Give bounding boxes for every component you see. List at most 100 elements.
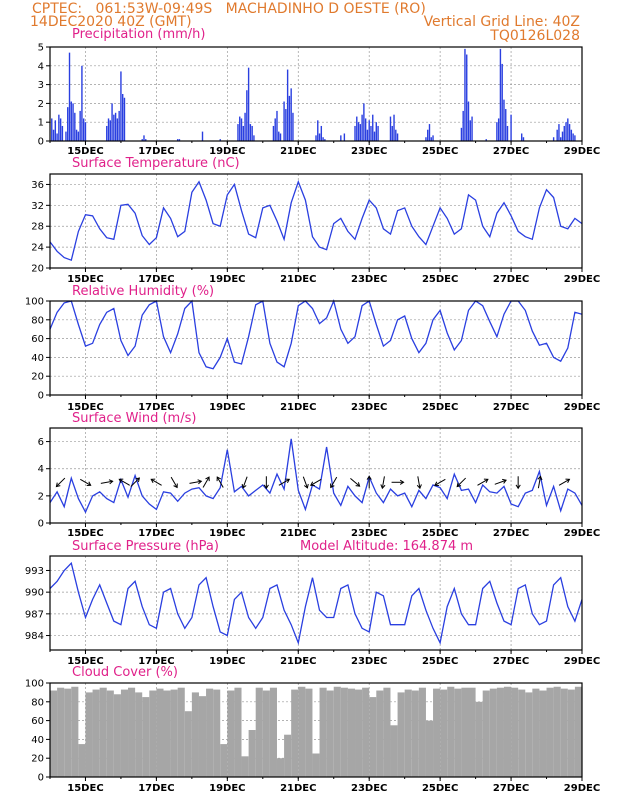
y-tick-label: 60 (31, 716, 44, 727)
wind-vector (263, 476, 269, 490)
bar (370, 125, 372, 141)
panel-title: Surface Wind (m/s) (72, 411, 196, 426)
bar (239, 116, 241, 141)
bar (198, 696, 207, 777)
bar (390, 725, 398, 777)
x-tick-label: 19DEC (209, 656, 245, 667)
bar (317, 120, 319, 141)
bar (219, 139, 221, 141)
bar (286, 69, 289, 141)
wind-vector-head (355, 482, 361, 487)
y-tick-label: 993 (25, 566, 44, 577)
bar (135, 692, 143, 777)
wind-vector-head (565, 478, 571, 484)
bar (485, 139, 487, 141)
bar (460, 127, 463, 141)
bar (315, 135, 317, 141)
bar (149, 690, 157, 777)
wind-vector-shaft (170, 476, 178, 488)
wind-vector (241, 476, 248, 489)
bar (404, 689, 412, 777)
bar (397, 692, 405, 777)
bar (503, 99, 505, 141)
plot-frame (49, 555, 583, 651)
wind-vector-head (303, 483, 309, 489)
wind-vector-shaft (189, 480, 202, 484)
bar (74, 112, 76, 141)
x-tick-label: 19DEC (209, 783, 245, 794)
x-tick-label: 17DEC (138, 783, 174, 794)
bar (240, 118, 243, 141)
panel-2: 20 24 28 32 36 15DEC 17DEC 19DEC 21DEC 23DEC 25DEC… (31, 156, 600, 285)
bar (471, 116, 473, 141)
y-tick-label: 0 (38, 137, 44, 148)
bar (343, 133, 346, 141)
bar (428, 124, 431, 141)
wind-vector-shaft (330, 476, 338, 488)
bar (262, 690, 270, 777)
wind-vector (170, 476, 178, 489)
bar (369, 697, 377, 777)
wind-vector (477, 478, 489, 486)
y-tick-label: 0 (38, 773, 44, 784)
x-tick-label: 27DEC (493, 783, 529, 794)
wind-vector-head (241, 483, 247, 489)
series-line (49, 179, 583, 262)
wind-vector-head (263, 484, 269, 490)
bar (241, 756, 249, 777)
wind-vector-shaft (119, 478, 130, 486)
bar (355, 689, 363, 777)
plot-frame (49, 46, 583, 142)
bar (279, 133, 282, 141)
wind-vector-shaft (216, 476, 224, 488)
bar (54, 120, 57, 141)
series-line (49, 561, 583, 646)
y-tick-label: 80 (31, 315, 44, 326)
bar (505, 109, 507, 141)
bar (503, 686, 512, 777)
wind-vector (216, 476, 224, 488)
bar (81, 65, 83, 141)
wind-vector (380, 476, 386, 490)
bar (546, 687, 554, 777)
x-tick-label: 23DEC (351, 402, 387, 413)
y-tick-label: 987 (25, 609, 44, 620)
wind-vector-head (456, 482, 462, 488)
x-tick-label: 25DEC (422, 528, 458, 539)
bar (375, 122, 377, 141)
wind-vector-head (205, 476, 210, 482)
bar (447, 686, 455, 777)
x-tick-label: 23DEC (351, 274, 387, 285)
y-tick-label: 4 (38, 61, 44, 72)
bar (525, 692, 533, 777)
bar (120, 71, 122, 141)
bar (59, 118, 62, 141)
x-tick-label: 29DEC (564, 146, 600, 157)
bar (475, 701, 483, 777)
bar (511, 687, 519, 777)
bar (496, 687, 504, 777)
bar (106, 125, 108, 141)
bar (319, 687, 327, 777)
bar (116, 118, 119, 141)
bar (65, 131, 67, 141)
wind-vector-head (135, 477, 141, 483)
bar (84, 122, 87, 141)
bar (468, 687, 476, 777)
wind-vector-head (330, 483, 335, 489)
wind-vector (515, 476, 521, 490)
x-tick-label: 25DEC (422, 274, 458, 285)
bar (567, 689, 575, 777)
y-tick-label: 5 (38, 43, 44, 54)
x-tick-label: 23DEC (351, 783, 387, 794)
wind-vector-shaft (477, 478, 489, 486)
bar (67, 107, 69, 141)
bar (432, 135, 434, 141)
wind-vector-head (108, 479, 114, 485)
x-tick-label: 19DEC (209, 274, 245, 285)
bar (496, 122, 498, 141)
bar (249, 124, 252, 141)
bar (462, 110, 464, 141)
bar (75, 129, 78, 141)
bar (61, 125, 64, 141)
